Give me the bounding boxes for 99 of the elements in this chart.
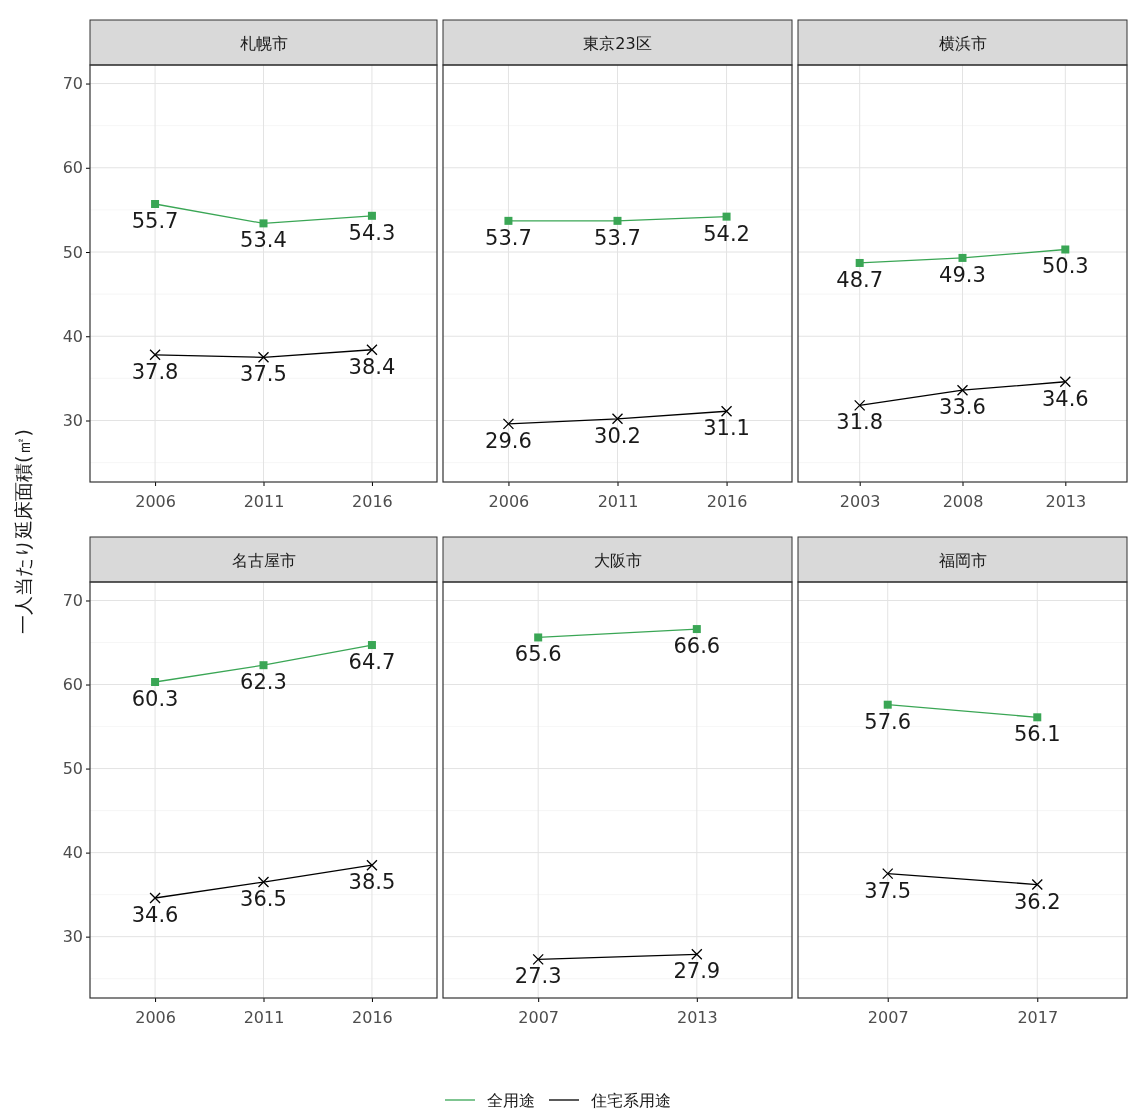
point <box>149 349 161 361</box>
point <box>854 399 866 411</box>
data-label: 34.6 <box>131 902 179 927</box>
x-tick-label: 2006 <box>135 491 176 511</box>
point <box>259 219 268 228</box>
point <box>257 351 270 363</box>
point <box>534 633 543 642</box>
legend-label: 住宅系用途 <box>590 1091 671 1110</box>
data-label: 37.5 <box>240 362 287 387</box>
data-label: 64.7 <box>348 650 396 675</box>
point <box>504 216 513 225</box>
point <box>692 625 701 634</box>
data-label: 34.6 <box>1041 386 1089 411</box>
x-tick-label: 2007 <box>867 1007 909 1027</box>
y-tick-label: 40 <box>62 843 83 863</box>
data-label: 57.6 <box>864 709 912 734</box>
x-tick-label: 2007 <box>518 1007 560 1027</box>
chart-title: 札幌市 <box>239 33 288 53</box>
x-tick-label: 2008 <box>942 491 984 511</box>
chart-title: 横浜市 <box>938 33 987 53</box>
y-tick-label: 50 <box>62 759 83 779</box>
point <box>855 258 864 267</box>
point <box>532 953 544 965</box>
x-tick-label: 2016 <box>352 491 393 511</box>
x-tick-label: 2011 <box>597 491 639 511</box>
y-tick-label: 60 <box>62 675 83 695</box>
point <box>502 418 515 430</box>
data-label: 56.1 <box>1013 722 1061 747</box>
y-tick-label: 60 <box>62 158 83 178</box>
point <box>611 413 624 425</box>
y-tick-label: 70 <box>62 74 83 94</box>
data-label: 60.3 <box>131 687 179 712</box>
y-tick-label: 30 <box>62 411 83 431</box>
chart-title: 東京23区 <box>583 33 652 53</box>
legend-label: 全用途 <box>487 1091 535 1110</box>
data-label: 54.2 <box>703 221 750 246</box>
point <box>1031 878 1043 891</box>
data-label: 37.8 <box>131 359 179 384</box>
chart-title: 大阪市 <box>593 550 642 570</box>
point <box>882 867 894 880</box>
x-tick-label: 2006 <box>488 491 530 511</box>
data-label: 31.8 <box>836 410 884 435</box>
point <box>366 344 378 356</box>
data-label: 65.6 <box>514 642 562 667</box>
chart-title: 名古屋市 <box>231 550 296 570</box>
x-tick-label: 2013 <box>1045 491 1087 511</box>
point <box>722 212 731 221</box>
data-label: 50.3 <box>1041 254 1089 279</box>
chart-title: 福岡市 <box>938 550 987 570</box>
y-tick-label: 40 <box>62 326 83 346</box>
data-label: 27.9 <box>673 959 721 984</box>
data-label: 62.3 <box>240 670 287 695</box>
data-label: 29.6 <box>485 428 532 453</box>
point <box>367 641 376 650</box>
data-label: 33.6 <box>939 395 986 420</box>
data-label: 66.6 <box>673 634 721 659</box>
point <box>1033 713 1042 722</box>
x-tick-label: 2017 <box>1017 1007 1059 1027</box>
data-label: 48.7 <box>836 267 884 292</box>
point <box>691 948 703 960</box>
point <box>1059 376 1071 388</box>
x-tick-label: 2016 <box>352 1007 393 1027</box>
data-label: 37.5 <box>864 878 912 903</box>
data-label: 53.7 <box>594 225 641 250</box>
y-axis-title: 一人当たり延床面積(㎡) <box>12 429 34 634</box>
data-label: 30.2 <box>594 423 641 448</box>
point <box>956 384 969 396</box>
y-tick-label: 30 <box>62 927 83 947</box>
point <box>958 253 967 262</box>
point <box>613 216 622 225</box>
data-label: 53.7 <box>485 225 532 250</box>
data-label: 53.4 <box>240 228 287 253</box>
x-tick-label: 2006 <box>135 1007 176 1027</box>
point <box>151 200 160 208</box>
x-tick-label: 2011 <box>243 1007 285 1027</box>
data-label: 36.5 <box>240 887 287 912</box>
point <box>883 700 892 709</box>
x-tick-label: 2011 <box>243 491 285 511</box>
data-label: 38.4 <box>348 354 396 379</box>
point <box>257 876 270 888</box>
point <box>720 405 733 417</box>
point <box>367 211 376 220</box>
data-label: 54.3 <box>348 220 396 245</box>
x-tick-label: 2016 <box>706 491 748 511</box>
y-tick-label: 50 <box>62 242 83 262</box>
point <box>1061 245 1070 254</box>
data-label: 49.3 <box>939 262 986 287</box>
data-label: 36.2 <box>1013 889 1061 914</box>
point <box>366 859 378 871</box>
x-tick-label: 2013 <box>676 1007 718 1027</box>
y-tick-label: 70 <box>62 591 83 611</box>
data-label: 38.5 <box>348 870 396 895</box>
point <box>149 892 161 904</box>
data-label: 31.1 <box>703 416 750 441</box>
x-tick-label: 2003 <box>839 491 881 511</box>
point <box>151 678 160 687</box>
data-label: 27.3 <box>514 964 562 989</box>
data-label: 55.7 <box>131 209 179 233</box>
point <box>259 661 268 670</box>
